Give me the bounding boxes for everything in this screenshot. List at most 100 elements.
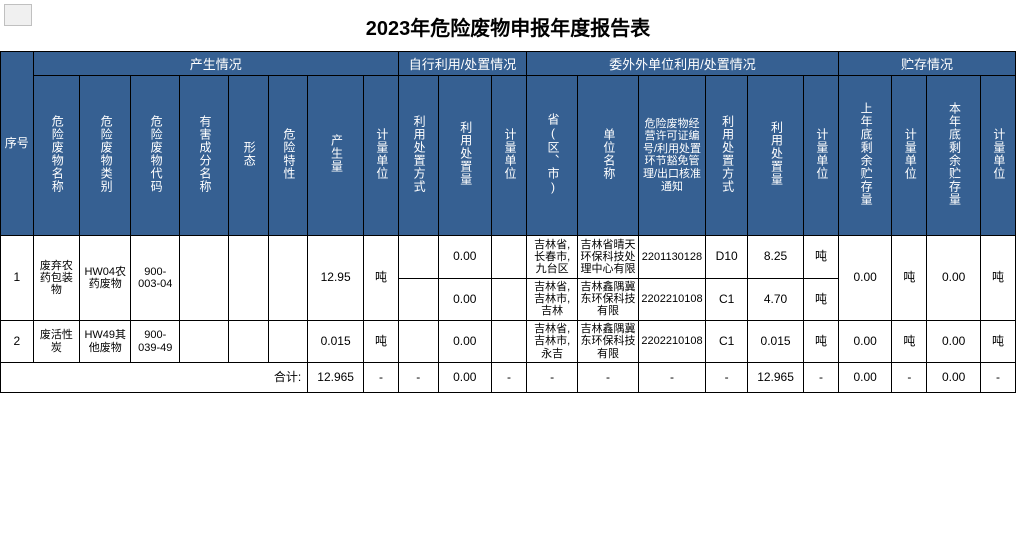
cell-store-prev: 0.00 bbox=[838, 321, 892, 363]
totals-row: 合计: 12.965 - - 0.00 - - - - - 12.965 - 0… bbox=[1, 363, 1016, 393]
cell-ext-qty: 8.25 bbox=[748, 236, 804, 279]
cell-name: 废弃农药包装物 bbox=[33, 236, 80, 321]
cell-unit-name: 吉林省晴天环保科技处理中心有限 bbox=[578, 236, 639, 279]
cell-license: 2202210108 bbox=[638, 321, 706, 363]
totals-dash: - bbox=[578, 363, 639, 393]
cell-form bbox=[229, 321, 269, 363]
totals-produce-qty: 12.965 bbox=[308, 363, 364, 393]
table-header: 序号 产生情况 自行利用/处置情况 委外外单位利用/处置情况 贮存情况 危险废物… bbox=[1, 52, 1016, 236]
cell-ext-unit: 吨 bbox=[803, 236, 838, 279]
col-store-curr: 本年底剩余贮存量 bbox=[927, 76, 981, 236]
group-external: 委外外单位利用/处置情况 bbox=[527, 52, 839, 76]
totals-self-qty: 0.00 bbox=[438, 363, 492, 393]
totals-dash: - bbox=[980, 363, 1015, 393]
cell-self-unit bbox=[492, 236, 527, 279]
cell-produce-unit: 吨 bbox=[364, 321, 399, 363]
cell-hazard bbox=[268, 321, 308, 363]
cell-store-curr-unit: 吨 bbox=[980, 321, 1015, 363]
cell-self-qty: 0.00 bbox=[438, 236, 492, 279]
cell-ext-qty: 4.70 bbox=[748, 278, 804, 321]
group-storage: 贮存情况 bbox=[838, 52, 1015, 76]
table-row: 1 废弃农药包装物 HW04农药废物 900-003-04 12.95 吨 0.… bbox=[1, 236, 1016, 279]
sheet-corner bbox=[4, 4, 32, 26]
cell-store-curr-unit: 吨 bbox=[980, 236, 1015, 321]
cell-store-prev-unit: 吨 bbox=[892, 321, 927, 363]
cell-store-prev: 0.00 bbox=[838, 236, 892, 321]
cell-self-method bbox=[398, 236, 438, 279]
cell-region: 吉林省,吉林市,永吉 bbox=[527, 321, 578, 363]
cell-category: HW49其他废物 bbox=[80, 321, 131, 363]
col-produce-unit: 计量单位 bbox=[364, 76, 399, 236]
totals-dash: - bbox=[364, 363, 399, 393]
totals-store-curr: 0.00 bbox=[927, 363, 981, 393]
cell-ext-unit: 吨 bbox=[803, 321, 838, 363]
cell-self-method bbox=[398, 321, 438, 363]
col-seq: 序号 bbox=[1, 52, 34, 236]
cell-produce-unit: 吨 bbox=[364, 236, 399, 321]
col-region: 省(区、市) bbox=[527, 76, 578, 236]
totals-dash: - bbox=[638, 363, 706, 393]
cell-region: 吉林省,长春市,九台区 bbox=[527, 236, 578, 279]
cell-seq: 1 bbox=[1, 236, 34, 321]
col-hazard: 危险特性 bbox=[268, 76, 308, 236]
totals-ext-qty: 12.965 bbox=[748, 363, 804, 393]
totals-store-prev: 0.00 bbox=[838, 363, 892, 393]
cell-hazard bbox=[268, 236, 308, 321]
cell-unit-name: 吉林鑫隅冀东环保科技有限 bbox=[578, 278, 639, 321]
cell-ext-qty: 0.015 bbox=[748, 321, 804, 363]
cell-produce-qty: 0.015 bbox=[308, 321, 364, 363]
col-store-prev: 上年底剩余贮存量 bbox=[838, 76, 892, 236]
col-store-curr-unit: 计量单位 bbox=[980, 76, 1015, 236]
group-produce: 产生情况 bbox=[33, 52, 398, 76]
cell-store-curr: 0.00 bbox=[927, 236, 981, 321]
col-ext-qty: 利用处置量 bbox=[748, 76, 804, 236]
col-produce-qty: 产生量 bbox=[308, 76, 364, 236]
cell-name: 废活性炭 bbox=[33, 321, 80, 363]
col-ext-unit: 计量单位 bbox=[803, 76, 838, 236]
col-ext-method: 利用处置方式 bbox=[706, 76, 748, 236]
cell-category: HW04农药废物 bbox=[80, 236, 131, 321]
cell-store-prev-unit: 吨 bbox=[892, 236, 927, 321]
cell-ext-method: C1 bbox=[706, 321, 748, 363]
col-self-method: 利用处置方式 bbox=[398, 76, 438, 236]
cell-ext-method: D10 bbox=[706, 236, 748, 279]
totals-label: 合计: bbox=[1, 363, 308, 393]
col-category: 危险废物类别 bbox=[80, 76, 131, 236]
col-name: 危险废物名称 bbox=[33, 76, 80, 236]
col-unit-name: 单位名称 bbox=[578, 76, 639, 236]
cell-store-curr: 0.00 bbox=[927, 321, 981, 363]
cell-ext-unit: 吨 bbox=[803, 278, 838, 321]
col-store-prev-unit: 计量单位 bbox=[892, 76, 927, 236]
cell-self-qty: 0.00 bbox=[438, 321, 492, 363]
cell-region: 吉林省,吉林市,吉林 bbox=[527, 278, 578, 321]
cell-harmful bbox=[180, 236, 229, 321]
cell-harmful bbox=[180, 321, 229, 363]
col-self-qty: 利用处置量 bbox=[438, 76, 492, 236]
col-license: 危险废物经营许可证编号/利用处置环节豁免管理/出口核准通知 bbox=[638, 76, 706, 236]
table-row: 2 废活性炭 HW49其他废物 900-039-49 0.015 吨 0.00 … bbox=[1, 321, 1016, 363]
col-form: 形态 bbox=[229, 76, 269, 236]
col-harmful: 有害成分名称 bbox=[180, 76, 229, 236]
cell-self-method bbox=[398, 278, 438, 321]
col-self-unit: 计量单位 bbox=[492, 76, 527, 236]
col-code: 危险废物代码 bbox=[131, 76, 180, 236]
totals-dash: - bbox=[706, 363, 748, 393]
totals-dash: - bbox=[398, 363, 438, 393]
cell-unit-name: 吉林鑫隅冀东环保科技有限 bbox=[578, 321, 639, 363]
totals-dash: - bbox=[527, 363, 578, 393]
cell-seq: 2 bbox=[1, 321, 34, 363]
report-title: 2023年危险废物申报年度报告表 bbox=[0, 0, 1016, 51]
totals-dash: - bbox=[803, 363, 838, 393]
cell-self-unit bbox=[492, 278, 527, 321]
cell-code: 900-039-49 bbox=[131, 321, 180, 363]
group-self: 自行利用/处置情况 bbox=[398, 52, 526, 76]
cell-code: 900-003-04 bbox=[131, 236, 180, 321]
totals-dash: - bbox=[492, 363, 527, 393]
cell-produce-qty: 12.95 bbox=[308, 236, 364, 321]
report-table: 序号 产生情况 自行利用/处置情况 委外外单位利用/处置情况 贮存情况 危险废物… bbox=[0, 51, 1016, 393]
totals-dash: - bbox=[892, 363, 927, 393]
cell-form bbox=[229, 236, 269, 321]
cell-self-unit bbox=[492, 321, 527, 363]
cell-license: 2202210108 bbox=[638, 278, 706, 321]
cell-ext-method: C1 bbox=[706, 278, 748, 321]
